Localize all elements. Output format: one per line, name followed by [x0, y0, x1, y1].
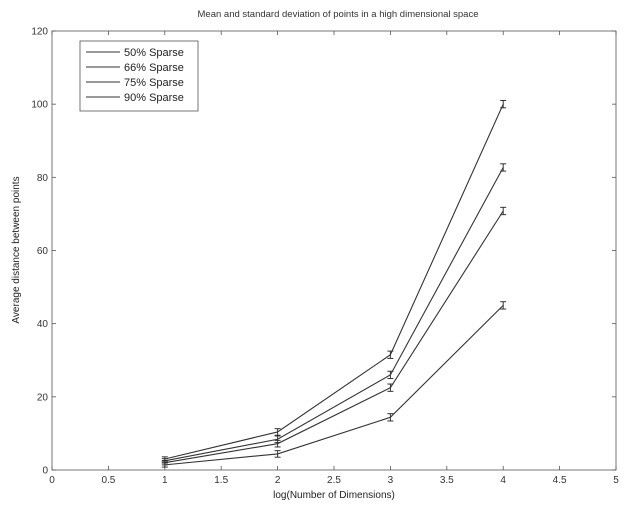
series-line — [164, 103, 504, 460]
legend-label: 50% Sparse — [124, 47, 184, 59]
y-tick-label: 60 — [37, 246, 49, 257]
y-tick-label: 0 — [42, 466, 48, 477]
x-tick-label: 3.5 — [440, 475, 454, 486]
chart-title: Mean and standard deviation of points in… — [198, 9, 479, 20]
x-tick-label: 1.5 — [214, 475, 228, 486]
y-axis-ticks: 0 20 40 60 80 100 120 — [31, 27, 616, 477]
x-axis-label: log(Number of Dimensions) — [273, 490, 395, 501]
x-tick-label: 0 — [49, 475, 55, 486]
y-tick-label: 120 — [31, 27, 48, 38]
x-tick-label: 2.5 — [327, 475, 341, 486]
legend-label: 75% Sparse — [124, 77, 184, 89]
y-tick-label: 40 — [37, 319, 49, 330]
x-axis-ticks: 0 0.5 1 1.5 2 2.5 3 3.5 4 4.5 5 — [49, 31, 619, 486]
series-line — [164, 304, 504, 466]
legend-label: 66% Sparse — [124, 62, 184, 74]
y-tick-label: 100 — [31, 100, 48, 111]
x-tick-label: 4.5 — [553, 475, 567, 486]
y-tick-label: 20 — [37, 392, 49, 403]
x-tick-label: 0.5 — [101, 475, 115, 486]
series-2 — [161, 206, 507, 466]
series-3 — [161, 163, 507, 464]
x-tick-label: 2 — [275, 475, 281, 486]
y-tick-label: 80 — [37, 173, 49, 184]
x-tick-label: 1 — [162, 475, 168, 486]
y-axis-label: Average distance between points — [11, 176, 22, 323]
series-4 — [161, 100, 507, 462]
series-1 — [161, 301, 507, 468]
series-layer — [161, 100, 507, 468]
x-tick-label: 4 — [500, 475, 506, 486]
x-tick-label: 5 — [613, 475, 619, 486]
series-line — [164, 210, 504, 464]
series-line — [164, 167, 504, 462]
legend-label: 90% Sparse — [124, 92, 184, 104]
legend: 50% Sparse 66% Sparse 75% Sparse 90% Sparse — [79, 40, 199, 112]
x-tick-label: 3 — [388, 475, 394, 486]
legend-box — [79, 40, 199, 112]
